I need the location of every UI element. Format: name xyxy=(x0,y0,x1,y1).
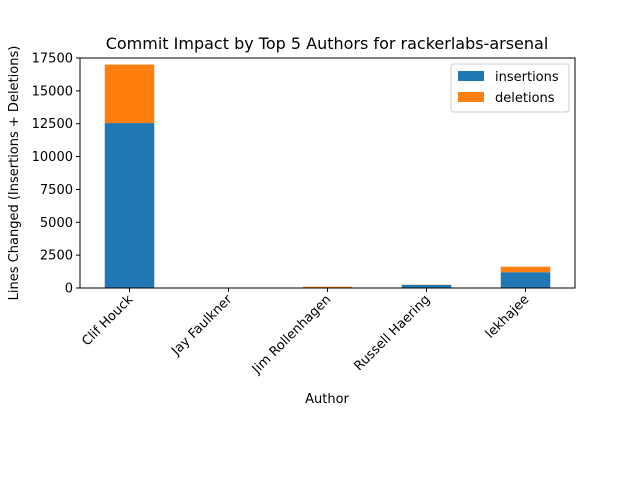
y-tick-label: 15000 xyxy=(32,84,73,99)
bar-deletions-lekhajee xyxy=(500,266,551,273)
y-tick-label: 17500 xyxy=(32,52,73,67)
legend-swatch-insertions xyxy=(458,71,484,81)
bar-deletions-jim-rollenhagen xyxy=(302,286,353,288)
legend-label-deletions: deletions xyxy=(495,91,555,106)
y-tick-label: 2500 xyxy=(40,249,73,264)
bars-group xyxy=(104,64,551,288)
y-tick-label: 5000 xyxy=(40,216,73,231)
y-axis: 0 2500 5000 7500 10000 12500 15000 17500 xyxy=(32,52,80,297)
y-axis-title: Lines Changed (Insertions + Deletions) xyxy=(7,46,22,301)
bar-insertions-clif-houck xyxy=(104,123,155,288)
legend-swatch-deletions xyxy=(458,92,484,102)
y-tick-label: 12500 xyxy=(32,117,73,132)
y-tick-label: 0 xyxy=(65,282,73,297)
x-axis-title: Author xyxy=(305,392,349,407)
legend: insertions deletions xyxy=(450,63,570,113)
y-tick-label: 10000 xyxy=(32,150,73,165)
bar-insertions-russell-haering xyxy=(401,284,452,288)
bar-deletions-clif-houck xyxy=(104,64,155,124)
y-tick-label: 7500 xyxy=(40,183,73,198)
legend-label-insertions: insertions xyxy=(495,70,559,85)
bar-insertions-lekhajee xyxy=(500,272,551,288)
chart-title: Commit Impact by Top 5 Authors for racke… xyxy=(106,34,549,53)
